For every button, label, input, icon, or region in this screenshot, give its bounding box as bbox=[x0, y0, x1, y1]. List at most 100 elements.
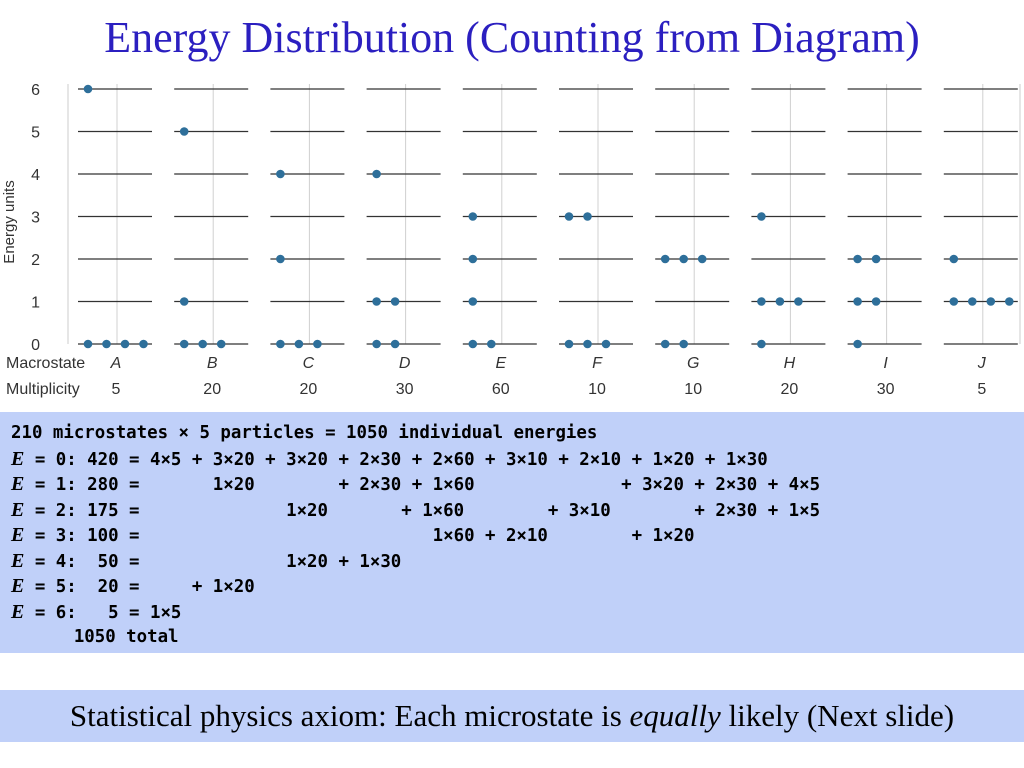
macrostate-label-I: I bbox=[883, 355, 888, 372]
particle-dot bbox=[564, 339, 574, 349]
multiplicity-value: 10 bbox=[684, 381, 702, 398]
particle-dot bbox=[372, 339, 381, 349]
energy-symbol: E bbox=[11, 549, 25, 572]
multiplicity-value: 5 bbox=[112, 381, 121, 398]
energy-symbol: E bbox=[11, 447, 25, 470]
particle-dot bbox=[794, 297, 803, 306]
particle-dot bbox=[83, 339, 93, 349]
particle-dot bbox=[775, 297, 785, 306]
particle-dot bbox=[601, 339, 611, 349]
calc-text: = 5: 20 = + 1×20 bbox=[24, 577, 255, 597]
energy-level-label: 3 bbox=[31, 210, 40, 227]
multiplicity-value: 30 bbox=[877, 381, 895, 398]
calc-line: E = 6: 5 = 1×5 bbox=[11, 600, 181, 624]
axiom-banner: Statistical physics axiom: Each microsta… bbox=[0, 690, 1024, 742]
macrostate-energy-diagram: Energy units 0 1 2 3 4 5 6 A 5 B 20 C 20 D 30 E 60 F 10 G 10 H… bbox=[1, 82, 1021, 398]
particle-dot bbox=[372, 297, 381, 306]
particle-dot bbox=[968, 297, 977, 306]
particle-dot bbox=[949, 297, 959, 306]
macrostate-label-C: C bbox=[303, 355, 315, 372]
particle-dot bbox=[468, 297, 478, 306]
particle-dot bbox=[487, 339, 496, 349]
particle-dot bbox=[139, 339, 148, 349]
energy-level-label: 4 bbox=[31, 167, 40, 184]
particle-dot bbox=[179, 339, 189, 349]
particle-dot bbox=[276, 339, 285, 349]
energy-symbol: E bbox=[11, 600, 25, 623]
particle-dot bbox=[564, 212, 574, 221]
calc-line: E = 3: 100 = 1×60 + 2×10 + 1×20 bbox=[11, 523, 694, 547]
energy-axis-label: Energy units bbox=[1, 180, 18, 263]
calc-text: 1050 total bbox=[11, 627, 179, 647]
particle-dot bbox=[871, 254, 881, 264]
calc-line: 1050 total bbox=[11, 625, 179, 649]
particle-dot bbox=[679, 254, 688, 264]
particle-dot bbox=[949, 254, 959, 264]
calc-text: = 4: 50 = 1×20 + 1×30 bbox=[24, 551, 402, 572]
particle-dot bbox=[198, 339, 207, 349]
particle-dot bbox=[468, 254, 478, 264]
axiom-text-before: Statistical physics axiom: Each microsta… bbox=[69, 698, 630, 733]
macrostate-label-F: F bbox=[592, 355, 603, 372]
macrostate-label-E: E bbox=[495, 355, 506, 372]
calc-text: = 1: 280 = 1×20 + 2×30 + 1×60 + 3×20 + 2… bbox=[24, 475, 821, 495]
particle-dot bbox=[660, 254, 670, 264]
energy-level-label: 2 bbox=[31, 252, 40, 269]
energy-symbol: E bbox=[11, 524, 25, 546]
particle-dot bbox=[757, 339, 766, 349]
energy-level-label: 6 bbox=[31, 82, 40, 99]
calc-text: = 0: 420 = 4×5 + 3×20 + 3×20 + 2×30 + 2×… bbox=[24, 449, 768, 470]
energy-level-label: 5 bbox=[31, 125, 40, 142]
particle-dot bbox=[276, 254, 285, 264]
calc-line: 210 microstates × 5 particles = 1050 ind… bbox=[11, 421, 597, 445]
axiom-text-after: likely (Next slide) bbox=[720, 698, 955, 733]
calc-line: E = 0: 420 = 4×5 + 3×20 + 3×20 + 2×30 + … bbox=[11, 447, 768, 471]
macrostate-label-D: D bbox=[399, 355, 411, 372]
particle-dot bbox=[468, 212, 478, 221]
energy-level-label: 0 bbox=[31, 337, 40, 354]
particle-dot bbox=[313, 339, 322, 349]
calc-text: = 2: 175 = 1×20 + 1×60 + 3×10 + 2×30 + 1… bbox=[24, 500, 821, 521]
multiplicity-value: 20 bbox=[781, 381, 799, 398]
energy-symbol: E bbox=[11, 575, 25, 597]
calc-line: E = 2: 175 = 1×20 + 1×60 + 3×10 + 2×30 +… bbox=[11, 498, 820, 522]
energy-level-label: 1 bbox=[31, 295, 40, 312]
particle-dot bbox=[390, 339, 400, 349]
multiplicity-value: 20 bbox=[300, 381, 318, 398]
particle-dot bbox=[179, 297, 189, 306]
particle-dot bbox=[179, 127, 189, 136]
axiom-emphasis: equally bbox=[629, 698, 721, 733]
calc-line: E = 1: 280 = 1×20 + 2×30 + 1×60 + 3×20 +… bbox=[11, 472, 820, 496]
particle-dot bbox=[83, 84, 93, 94]
particle-dot bbox=[583, 339, 592, 349]
multiplicity-value: 30 bbox=[396, 381, 414, 398]
multiplicity-value: 5 bbox=[977, 381, 986, 398]
calc-line: E = 5: 20 = + 1×20 bbox=[11, 574, 255, 598]
energy-symbol: E bbox=[11, 473, 25, 495]
particle-dot bbox=[390, 297, 400, 306]
macrostate-label-B: B bbox=[207, 355, 218, 372]
particle-dot bbox=[986, 297, 996, 306]
calc-line: E = 4: 50 = 1×20 + 1×30 bbox=[11, 549, 401, 573]
multiplicity-row-label: Multiplicity bbox=[6, 381, 80, 398]
particle-dot bbox=[216, 339, 226, 349]
macrostate-row-label: Macrostate bbox=[6, 355, 85, 372]
particle-dot bbox=[853, 254, 862, 264]
macrostate-label-G: G bbox=[687, 355, 699, 372]
multiplicity-value: 60 bbox=[492, 381, 510, 398]
macrostate-label-H: H bbox=[784, 355, 796, 372]
particle-dot bbox=[871, 297, 881, 306]
particle-dot bbox=[853, 339, 862, 349]
particle-dot bbox=[853, 297, 862, 306]
slide-title: Energy Distribution (Counting from Diagr… bbox=[104, 13, 920, 62]
calc-text: 210 microstates × 5 particles = 1050 ind… bbox=[11, 423, 598, 443]
particle-dot bbox=[697, 254, 707, 264]
particle-dot bbox=[757, 212, 766, 221]
particle-dot bbox=[757, 297, 766, 306]
calc-text: = 3: 100 = 1×60 + 2×10 + 1×20 bbox=[24, 526, 695, 546]
multiplicity-value: 20 bbox=[203, 381, 221, 398]
energy-symbol: E bbox=[11, 498, 25, 521]
particle-dot bbox=[679, 339, 688, 349]
particle-dot bbox=[660, 339, 670, 349]
particle-dot bbox=[372, 169, 381, 179]
